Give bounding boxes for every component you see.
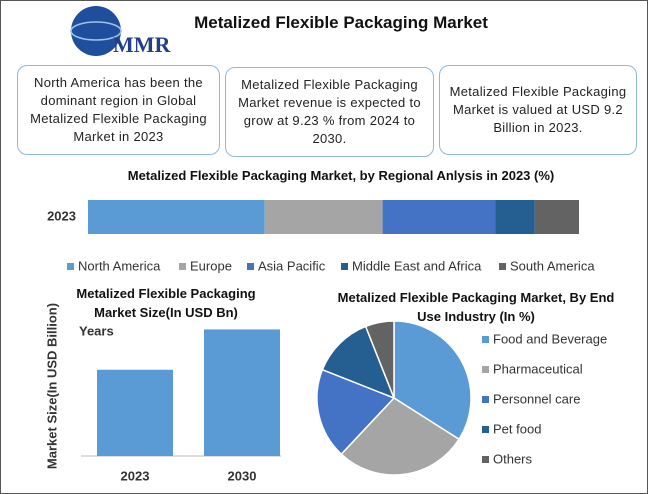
legend-swatch — [67, 263, 74, 270]
bar — [97, 369, 173, 456]
logo-text: MMR — [113, 32, 172, 57]
bar-segment — [382, 200, 496, 234]
legend-label: Others — [493, 451, 533, 466]
legend-label: Middle East and Africa — [352, 258, 482, 273]
info-box: Metalized Flexible Packaging Market is v… — [439, 65, 637, 155]
chart-title: Metalized Flexible Packaging Market, by … — [127, 168, 555, 183]
y-axis-label: Market Size(In USD Billion) — [44, 303, 59, 469]
chart-title: Metalized Flexible Packaging Market Size… — [76, 286, 256, 320]
legend-swatch — [341, 263, 348, 270]
legend-swatch — [482, 456, 489, 463]
legend-swatch — [482, 396, 489, 403]
bar-segment — [264, 200, 383, 234]
pie-slice — [340, 397, 461, 476]
pie-slice — [321, 325, 396, 400]
legend-label: Asia Pacific — [258, 258, 326, 273]
bar — [204, 329, 280, 456]
bar-segment — [534, 200, 579, 234]
legend-label: South America — [510, 258, 595, 273]
legend-label: Food and Beverage — [493, 331, 607, 346]
legend-label: Europe — [190, 258, 232, 273]
x-axis-label: Years — [79, 323, 114, 338]
legend-label: Personnel care — [493, 391, 580, 406]
logo-globe — [71, 6, 121, 56]
legend-swatch — [482, 336, 489, 343]
logo-ring — [70, 21, 122, 41]
legend-swatch — [179, 263, 186, 270]
legend-label: North America — [78, 258, 161, 273]
x-tick-label: 2023 — [121, 468, 150, 483]
y-tick-label: 2023 — [47, 208, 76, 223]
legend-label: Pharmaceutical — [493, 361, 583, 376]
bar-segment — [495, 200, 535, 234]
bar-segment — [88, 200, 265, 234]
info-box: North America has been the dominant regi… — [17, 65, 220, 155]
pie-slice — [364, 320, 395, 399]
info-box: Metalized Flexible Packaging Market reve… — [225, 67, 434, 157]
legend-swatch — [482, 366, 489, 373]
legend-swatch — [482, 426, 489, 433]
page-title: Metalized Flexible Packaging Market — [194, 13, 488, 32]
legend-swatch — [247, 263, 254, 270]
legend-label: Pet food — [493, 421, 541, 436]
chart-title: Metalized Flexible Packaging Market, By … — [337, 290, 615, 324]
legend-swatch — [499, 263, 506, 270]
x-tick-label: 2030 — [228, 468, 257, 483]
